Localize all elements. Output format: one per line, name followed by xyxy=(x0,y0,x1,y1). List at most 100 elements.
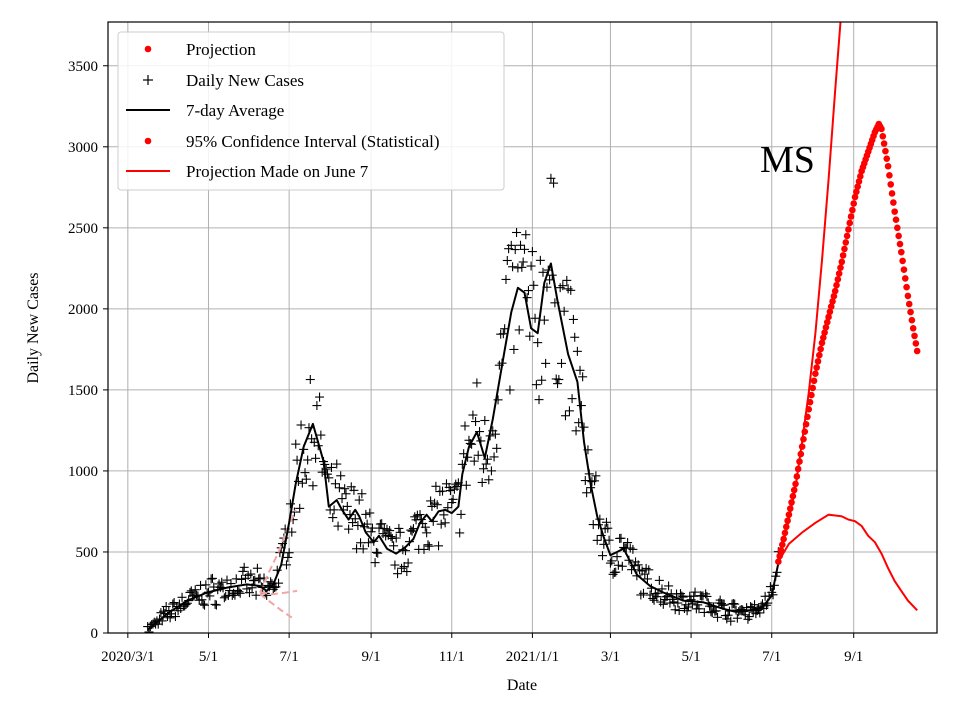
seven-day-average-line xyxy=(147,262,780,631)
y-tick-label: 2000 xyxy=(68,302,98,318)
legend-label-projection: Projection xyxy=(186,40,256,59)
daily-case-marker xyxy=(300,468,310,478)
projection-point xyxy=(899,257,906,265)
daily-case-marker xyxy=(523,286,533,296)
projection-point xyxy=(829,298,836,305)
daily-case-marker xyxy=(448,494,458,504)
daily-case-marker xyxy=(644,565,654,575)
y-tick-label: 0 xyxy=(91,626,99,642)
daily-case-marker xyxy=(592,535,602,545)
daily-case-marker xyxy=(518,257,528,267)
daily-case-marker xyxy=(492,443,502,453)
daily-case-marker xyxy=(333,521,343,531)
projection-point xyxy=(810,377,818,385)
projection-point xyxy=(845,226,852,233)
state-annotation: MS xyxy=(760,139,815,181)
daily-case-marker xyxy=(329,505,339,515)
projection-point xyxy=(826,308,834,316)
projection-point xyxy=(777,547,785,554)
daily-case-marker xyxy=(623,538,633,548)
daily-case-marker xyxy=(612,552,622,562)
daily-case-marker xyxy=(597,551,607,561)
projection-point xyxy=(827,303,835,310)
projection-point xyxy=(797,450,805,458)
daily-case-marker xyxy=(394,523,404,533)
daily-case-marker xyxy=(358,544,368,554)
legend: Projection Daily New Cases 7-day Average… xyxy=(117,31,505,191)
daily-case-marker xyxy=(316,430,326,440)
projection-point xyxy=(813,364,820,371)
daily-case-marker xyxy=(617,561,627,571)
daily-case-marker xyxy=(210,599,220,609)
daily-case-marker xyxy=(219,593,229,603)
daily-case-marker xyxy=(296,420,306,430)
daily-case-marker xyxy=(281,560,291,570)
projection-point xyxy=(908,316,916,324)
daily-case-marker xyxy=(654,575,664,585)
daily-case-marker xyxy=(349,485,359,495)
daily-case-marker xyxy=(186,586,196,596)
daily-case-marker xyxy=(391,533,401,543)
daily-case-marker xyxy=(342,501,352,511)
daily-case-marker xyxy=(426,496,436,506)
projection-point xyxy=(900,266,908,273)
daily-case-marker xyxy=(591,471,601,481)
daily-case-marker xyxy=(726,616,736,626)
projection-point xyxy=(886,172,893,179)
daily-case-marker xyxy=(493,395,503,405)
projection-point xyxy=(809,384,817,392)
daily-case-marker xyxy=(514,325,524,335)
daily-case-marker xyxy=(553,379,563,389)
daily-case-marker xyxy=(490,429,500,439)
daily-case-marker xyxy=(239,562,249,572)
x-tick-label: 3/1 xyxy=(601,649,620,665)
projection-point xyxy=(883,155,891,162)
y-tick-label: 2500 xyxy=(68,221,98,237)
daily-case-marker xyxy=(578,372,588,382)
daily-case-marker xyxy=(648,593,658,603)
projection-point xyxy=(808,391,815,399)
projection-point xyxy=(890,199,897,206)
daily-case-marker xyxy=(545,275,555,285)
daily-case-marker xyxy=(334,483,344,493)
daily-case-marker xyxy=(472,378,482,388)
daily-case-marker xyxy=(582,488,592,498)
x-axis-title: Date xyxy=(507,677,537,694)
daily-case-marker xyxy=(658,599,668,609)
daily-case-marker xyxy=(640,569,650,579)
daily-case-marker xyxy=(469,456,479,466)
x-tick-label: 9/1 xyxy=(362,649,381,665)
x-tick-label: 5/1 xyxy=(199,649,218,665)
daily-case-marker xyxy=(566,285,576,295)
projection-point xyxy=(788,499,795,506)
daily-case-marker xyxy=(522,293,532,303)
legend-label-daily-new-cases: Daily New Cases xyxy=(186,71,304,90)
daily-case-marker xyxy=(207,573,217,583)
daily-case-marker xyxy=(432,500,442,510)
daily-case-marker xyxy=(628,544,638,554)
daily-case-marker xyxy=(211,600,221,610)
projection-point xyxy=(853,188,860,196)
projection-point xyxy=(821,329,828,336)
daily-case-marker xyxy=(711,606,721,616)
daily-case-marker xyxy=(603,523,613,533)
daily-case-marker xyxy=(481,459,491,469)
daily-case-marker xyxy=(473,450,483,460)
daily-case-marker xyxy=(510,245,520,255)
daily-case-marker xyxy=(326,462,336,472)
daily-case-marker xyxy=(365,508,375,518)
daily-case-marker xyxy=(539,315,549,325)
daily-case-marker xyxy=(689,591,699,601)
daily-case-marker xyxy=(363,538,373,548)
daily-case-marker xyxy=(357,489,367,499)
daily-case-marker xyxy=(567,394,577,404)
daily-case-marker xyxy=(254,574,264,584)
projection-point xyxy=(822,324,830,331)
daily-case-marker xyxy=(501,274,511,284)
daily-case-marker xyxy=(235,588,245,598)
daily-case-marker xyxy=(531,380,541,390)
daily-case-marker xyxy=(415,510,425,520)
daily-case-marker xyxy=(337,494,347,504)
daily-case-marker xyxy=(244,588,254,598)
projection-point xyxy=(789,492,797,500)
